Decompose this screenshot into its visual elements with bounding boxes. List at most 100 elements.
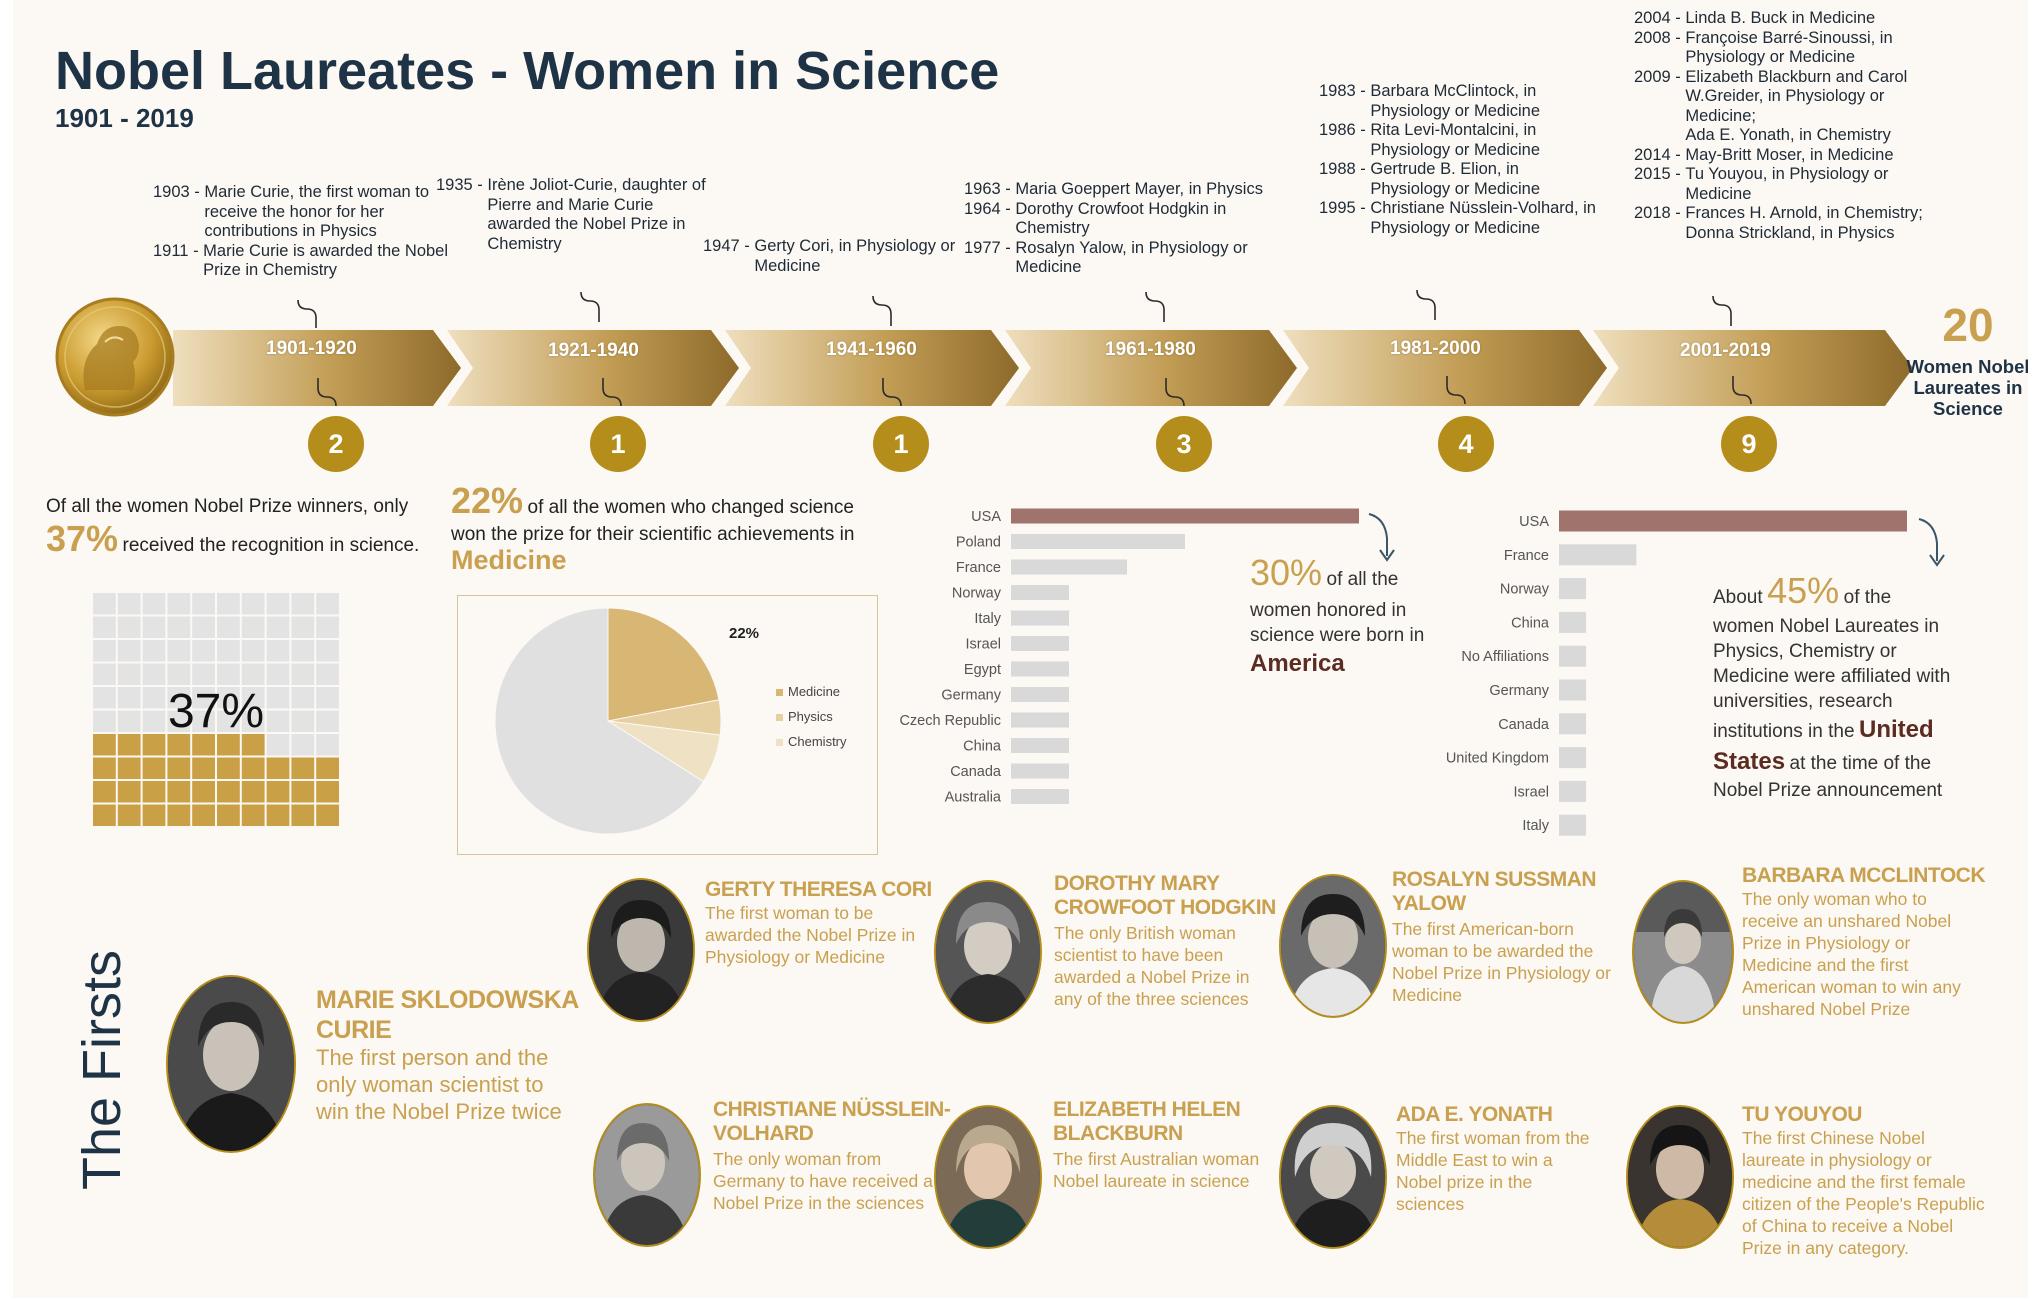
waffle-cell-empty xyxy=(217,640,240,662)
period-2-events: 1935 - Irène Joliot-Curie, daughter of P… xyxy=(436,176,706,253)
waffle-cell-filled xyxy=(192,804,215,826)
waffle-cell-filled xyxy=(217,781,240,803)
waffle-cell-empty xyxy=(167,710,191,732)
pie-slice-medicine xyxy=(607,607,720,722)
waffle-cell-empty xyxy=(241,616,265,638)
waffle-cell-empty xyxy=(142,640,166,662)
waffle-cell-filled xyxy=(167,757,191,779)
waffle-cell-filled xyxy=(93,734,116,756)
timeline-arrow-1921-1940 xyxy=(447,330,739,406)
legend-label: Chemistry xyxy=(788,734,847,749)
bar-norway xyxy=(1011,585,1069,600)
first-desc-rosalyn-yalow: The first American-born woman to be awar… xyxy=(1392,919,1611,1005)
portrait-barbara-mcclintock xyxy=(1632,880,1734,1024)
waffle-cell-filled xyxy=(316,757,339,779)
bar-label: Germany xyxy=(941,688,1001,704)
waffle-cell-empty xyxy=(291,734,315,756)
curved-arrow-icon xyxy=(1368,513,1395,562)
birth-stat-line1: 30% of all the xyxy=(1250,552,1399,593)
waffle-cell-empty xyxy=(266,734,290,756)
waffle-cell-empty xyxy=(316,616,339,638)
waffle-cell-filled xyxy=(217,734,240,756)
first-desc-marie-curie: The first person and the only woman scie… xyxy=(316,1045,562,1124)
waffle-cell-filled xyxy=(117,757,141,779)
waffle-cell-filled xyxy=(117,804,141,826)
waffle-cell-filled xyxy=(142,781,166,803)
waffle-cell-empty xyxy=(142,616,166,638)
waffle-cell-filled xyxy=(167,804,191,826)
portrait-rosalyn-yalow xyxy=(1279,874,1387,1018)
waffle-cell-empty xyxy=(192,710,215,732)
timeline-arrow-2001-2019 xyxy=(1593,330,1913,406)
timeline-arrows xyxy=(173,330,1913,406)
waffle-cell-filled xyxy=(266,781,290,803)
waffle-cell-empty xyxy=(316,687,339,709)
bar-usa xyxy=(1011,508,1359,524)
first-desc-christiane-nusslein-volhard: The only woman from Germany to have rece… xyxy=(713,1149,933,1213)
timeline-arrow-1901-1920 xyxy=(173,330,461,406)
page-subtitle: 1901 - 2019 xyxy=(55,103,194,133)
waffle-cell-empty xyxy=(316,593,339,615)
bar-label: Germany xyxy=(1489,683,1549,699)
waffle-cell-filled xyxy=(241,804,265,826)
waffle-cell-empty xyxy=(93,593,116,615)
bar-canada xyxy=(1559,713,1587,735)
timeline-arrow-1961-1980 xyxy=(1005,330,1297,406)
bar-label: Norway xyxy=(952,586,1002,602)
bar-label: Israel xyxy=(1514,784,1549,800)
bar-label: Canada xyxy=(950,764,1002,780)
waffle-cell-filled xyxy=(117,781,141,803)
portrait-christiane-nusslein-volhard xyxy=(593,1103,701,1247)
first-name-elizabeth-blackburn: ELIZABETH HELEN BLACKBURN xyxy=(1053,1098,1241,1145)
waffle-cell-empty xyxy=(93,687,116,709)
waffle-cell-empty xyxy=(167,616,191,638)
first-desc-tu-youyou: The first Chinese Nobel laureate in phys… xyxy=(1742,1128,1985,1258)
waffle-cell-filled xyxy=(192,757,215,779)
portrait-elizabeth-blackburn xyxy=(934,1105,1042,1249)
bar-label: Poland xyxy=(956,535,1001,551)
waffle-cell-filled xyxy=(217,804,240,826)
bar-israel xyxy=(1559,780,1587,802)
pie-chart: 22% Medicine Physics Chemistry xyxy=(494,607,847,835)
period-label-1941-1960: 1941-1960 xyxy=(826,339,917,360)
bar-label: France xyxy=(956,560,1001,576)
waffle-cell-filled xyxy=(142,757,166,779)
bar-italy xyxy=(1011,610,1069,626)
medicine-stat-line2: won the prize for their scientific achie… xyxy=(451,524,855,545)
waffle-cell-filled xyxy=(93,757,116,779)
waffle-cell-filled xyxy=(167,781,191,803)
waffle-cell-empty xyxy=(192,640,215,662)
first-desc-dorothy-hodgkin: The only British woman scientist to have… xyxy=(1054,923,1250,1009)
waffle-cell-empty xyxy=(142,593,166,615)
bar-label: China xyxy=(1511,615,1550,631)
waffle-cell-empty xyxy=(93,710,116,732)
first-desc-ada-yonath: The first woman from the Middle East to … xyxy=(1396,1128,1590,1214)
legend-label: Physics xyxy=(788,709,833,724)
waffle-cell-empty xyxy=(266,663,290,685)
bar-label: Israel xyxy=(966,637,1001,653)
first-desc-elizabeth-blackburn: The first Australian woman Nobel laureat… xyxy=(1053,1149,1260,1191)
waffle-cell-empty xyxy=(117,616,141,638)
waffle-cell-filled xyxy=(291,757,315,779)
bar-label: Italy xyxy=(974,611,1001,627)
waffle-cell-empty xyxy=(192,616,215,638)
period-label-1981-2000: 1981-2000 xyxy=(1390,338,1481,359)
birth-stat-line3: science were born in xyxy=(1250,625,1425,646)
waffle-cell-empty xyxy=(93,640,116,662)
first-name-marie-curie: MARIE SKLODOWSKA CURIE xyxy=(316,986,579,1044)
portrait-tu-youyou xyxy=(1626,1105,1734,1249)
waffle-cell-empty xyxy=(241,710,265,732)
science-stat-line2: 37% received the recognition in science. xyxy=(46,518,420,559)
legend-swatch xyxy=(776,714,783,721)
waffle-cell-empty xyxy=(316,710,339,732)
waffle-cell-empty xyxy=(241,687,265,709)
waffle-cell-filled xyxy=(142,734,166,756)
timeline-connectors xyxy=(297,289,1752,407)
affiliation-stat-line1: About 45% of the xyxy=(1713,570,1892,611)
affiliation-stat-line8: Nobel Prize announcement xyxy=(1713,780,1943,801)
period-count-1961-1980: 3 xyxy=(1156,416,1212,472)
affiliation-stat-line4: Medicine were affiliated with xyxy=(1713,666,1951,687)
bar-norway xyxy=(1559,578,1587,600)
waffle-cell-empty xyxy=(217,593,240,615)
waffle-cell-empty xyxy=(316,640,339,662)
